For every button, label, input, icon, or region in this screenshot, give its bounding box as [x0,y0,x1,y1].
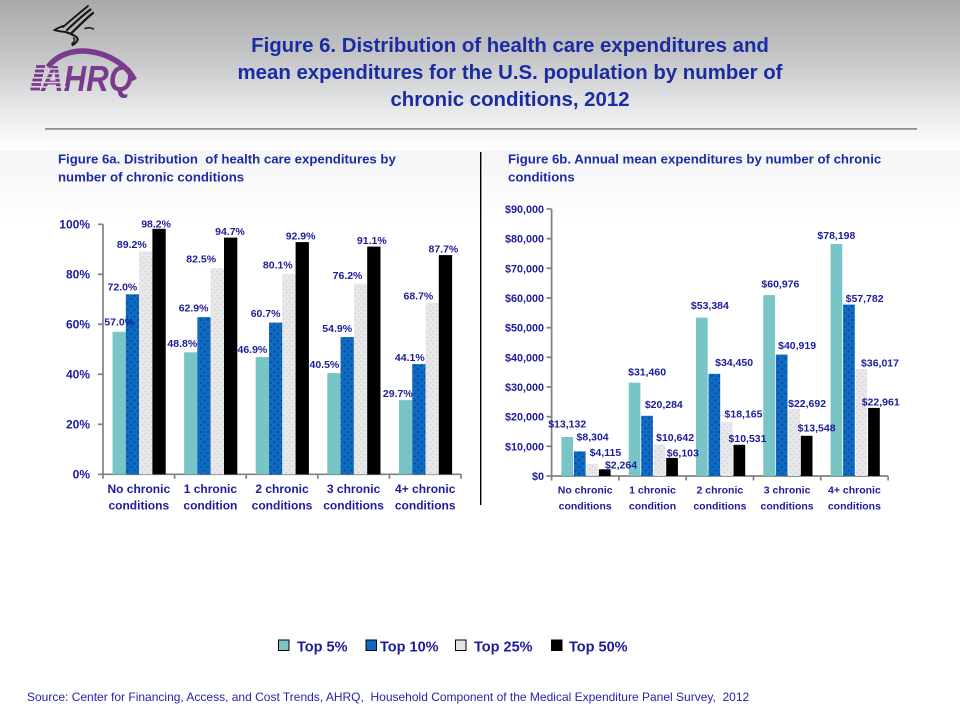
svg-text:46.9%: 46.9% [238,344,268,356]
svg-text:54.9%: 54.9% [322,323,352,335]
svg-text:conditions: conditions [508,170,575,185]
svg-text:0%: 0% [73,468,91,482]
svg-text:94.7%: 94.7% [215,226,245,238]
svg-text:conditions: conditions [559,501,612,513]
svg-text:$18,165: $18,165 [725,408,763,420]
svg-text:$4,115: $4,115 [590,447,622,459]
svg-text:$57,782: $57,782 [846,293,884,305]
svg-text:Top 5%: Top 5% [297,640,348,656]
svg-text:$36,017: $36,017 [861,357,899,369]
svg-text:$78,198: $78,198 [817,230,855,242]
svg-text:$31,460: $31,460 [628,367,666,379]
svg-text:$40,000: $40,000 [505,352,544,364]
svg-text:60.7%: 60.7% [251,308,281,320]
svg-text:91.1%: 91.1% [357,235,387,247]
svg-text:$34,450: $34,450 [715,357,753,369]
svg-text:condition: condition [183,498,237,512]
svg-text:89.2%: 89.2% [117,239,147,251]
svg-text:Top 10%: Top 10% [380,640,439,656]
svg-text:29.7%: 29.7% [383,388,413,400]
svg-text:$8,304: $8,304 [577,431,609,443]
svg-text:conditions: conditions [252,498,313,512]
svg-text:68.7%: 68.7% [404,291,434,303]
svg-text:20%: 20% [66,418,90,432]
svg-text:mean expenditures for the U.S.: mean expenditures for the U.S. populatio… [238,62,783,84]
svg-text:72.0%: 72.0% [108,282,138,294]
svg-text:condition: condition [629,501,676,513]
svg-text:$22,961: $22,961 [862,397,900,409]
svg-text:$10,531: $10,531 [729,433,767,445]
svg-text:$13,548: $13,548 [798,423,836,435]
svg-text:$6,103: $6,103 [667,447,699,459]
svg-text:$60,976: $60,976 [761,279,799,291]
svg-text:Source: Center for Financing,: Source: Center for Financing, Access, an… [27,690,749,704]
svg-text:chronic conditions, 2012: chronic conditions, 2012 [390,89,629,111]
svg-text:82.5%: 82.5% [186,254,216,266]
svg-text:No chronic: No chronic [107,482,170,496]
svg-text:conditions: conditions [693,501,746,513]
svg-text:3 chronic: 3 chronic [764,485,811,497]
svg-text:$50,000: $50,000 [505,323,544,335]
svg-text:$0: $0 [532,471,544,483]
svg-text:$10,000: $10,000 [505,441,544,453]
svg-text:62.9%: 62.9% [179,303,209,315]
svg-text:40%: 40% [66,368,90,382]
svg-text:Top 50%: Top 50% [569,640,628,656]
svg-text:$22,692: $22,692 [788,398,826,410]
svg-text:3 chronic: 3 chronic [327,482,381,496]
svg-text:4+ chronic: 4+ chronic [395,482,456,496]
svg-text:40.5%: 40.5% [310,359,340,371]
svg-text:87.7%: 87.7% [429,244,459,256]
svg-text:conditions: conditions [395,498,456,512]
svg-text:$20,000: $20,000 [505,412,544,424]
svg-text:$53,384: $53,384 [691,300,729,312]
svg-text:48.8%: 48.8% [167,338,197,350]
svg-text:No chronic: No chronic [558,485,613,497]
svg-text:Figure 6a. Distribution of he: Figure 6a. Distribution of health care e… [58,152,396,167]
svg-text:Figure 6. Distribution of heal: Figure 6. Distribution of health care ex… [251,35,769,57]
svg-text:Figure 6b. Annual mean expendi: Figure 6b. Annual mean expenditures by n… [508,152,881,167]
svg-text:number of chronic conditions: number of chronic conditions [58,170,244,185]
svg-text:conditions: conditions [828,501,881,513]
svg-text:$60,000: $60,000 [505,293,544,305]
svg-text:$40,919: $40,919 [778,340,816,352]
svg-text:$70,000: $70,000 [505,263,544,275]
svg-text:44.1%: 44.1% [395,352,425,364]
svg-text:$20,284: $20,284 [645,399,683,411]
svg-text:80%: 80% [66,268,90,282]
svg-text:57.0%: 57.0% [104,316,134,328]
svg-text:92.9%: 92.9% [286,231,316,243]
svg-text:$2,264: $2,264 [605,460,637,472]
svg-text:98.2%: 98.2% [141,219,171,231]
svg-text:Top 25%: Top 25% [474,640,533,656]
svg-text:$13,132: $13,132 [548,418,586,430]
svg-text:1 chronic: 1 chronic [629,485,676,497]
svg-text:80.1%: 80.1% [263,260,293,272]
svg-text:4+ chronic: 4+ chronic [828,485,881,497]
svg-text:$30,000: $30,000 [505,382,544,394]
svg-text:conditions: conditions [108,498,169,512]
svg-text:conditions: conditions [761,501,814,513]
svg-text:conditions: conditions [323,498,384,512]
svg-text:76.2%: 76.2% [333,270,363,282]
svg-text:2 chronic: 2 chronic [255,482,309,496]
svg-text:2 chronic: 2 chronic [697,485,744,497]
svg-text:60%: 60% [66,318,90,332]
svg-text:$80,000: $80,000 [505,234,544,246]
svg-text:1 chronic: 1 chronic [184,482,238,496]
svg-text:$10,642: $10,642 [656,432,694,444]
svg-text:100%: 100% [59,218,90,232]
svg-text:$90,000: $90,000 [505,204,544,216]
